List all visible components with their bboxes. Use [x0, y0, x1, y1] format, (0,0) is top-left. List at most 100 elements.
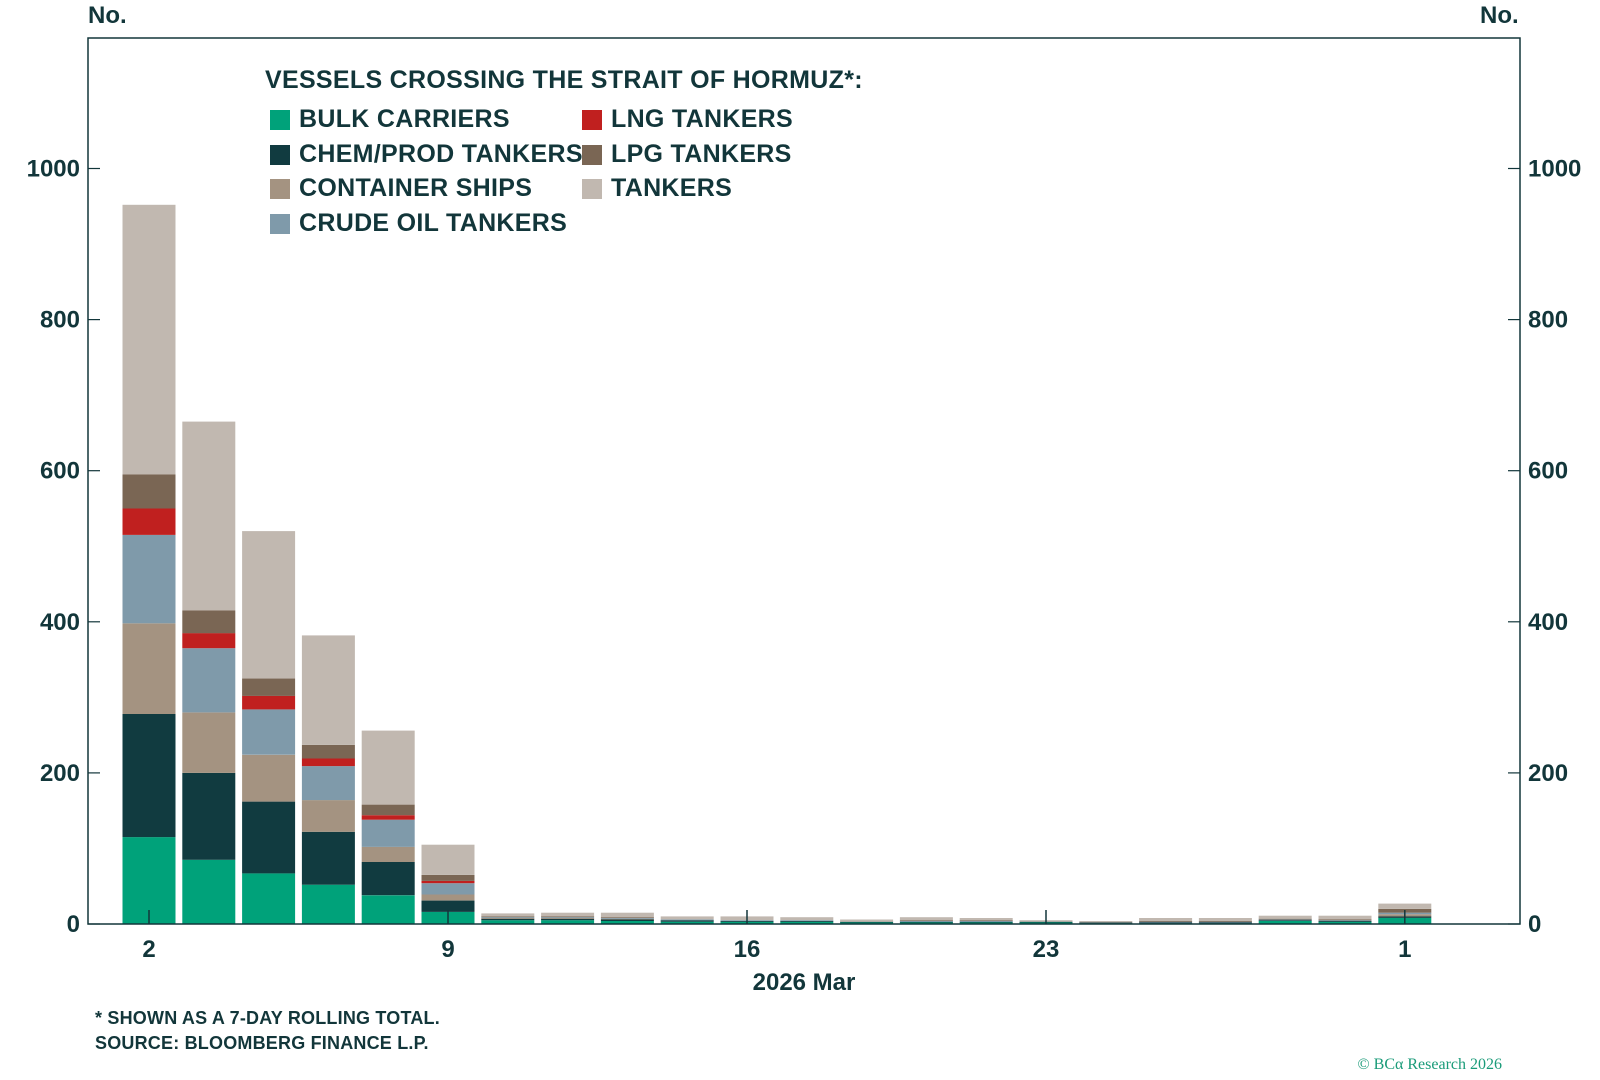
bar-chem-prod-tankers-7 — [481, 918, 535, 921]
bar-tankers-6 — [421, 844, 475, 875]
bar-chem-prod-tankers-17 — [1079, 922, 1133, 924]
bar-crude-oil-tankers-14 — [899, 921, 953, 922]
x-tick-label-23: 23 — [1033, 936, 1060, 963]
bar-chem-prod-tankers-4 — [301, 831, 355, 885]
bar-chem-prod-tankers-8 — [541, 918, 595, 921]
legend-label-bulk-carriers: BULK CARRIERS — [299, 105, 510, 133]
bar-bulk-carriers-5 — [361, 895, 415, 924]
bar-tankers-2 — [182, 421, 236, 611]
bar-lpg-tankers-7 — [481, 916, 535, 918]
bar-container-ships-9 — [600, 918, 654, 920]
x-tick-label-16: 16 — [734, 936, 761, 963]
bar-lng-tankers-2 — [182, 633, 236, 649]
y-tick-label-right-600: 600 — [1528, 458, 1568, 485]
legend-item-lng-tankers: LNG TANKERS — [582, 105, 793, 134]
x-tick-label-2: 2 — [142, 936, 155, 963]
bar-bulk-carriers-10 — [660, 921, 714, 924]
bar-container-ships-7 — [481, 918, 535, 919]
bar-bulk-carriers-21 — [1318, 921, 1372, 924]
bar-container-ships-4 — [301, 800, 355, 832]
bar-tankers-18 — [1139, 918, 1193, 921]
bar-lpg-tankers-15 — [959, 920, 1013, 921]
bar-tankers-13 — [840, 919, 894, 922]
bar-chem-prod-tankers-13 — [840, 921, 894, 923]
bar-tankers-1 — [122, 204, 176, 475]
legend-label-chem-prod-tankers: CHEM/PROD TANKERS — [299, 140, 583, 168]
bar-chem-prod-tankers-19 — [1198, 922, 1252, 924]
bar-tankers-15 — [959, 918, 1013, 921]
bars-layer — [122, 204, 1432, 924]
bar-lpg-tankers-14 — [899, 920, 953, 921]
bar-chem-prod-tankers-1 — [122, 714, 176, 838]
legend-label-tankers: TANKERS — [611, 174, 733, 202]
y-tick-label-right-200: 200 — [1528, 760, 1568, 787]
bar-lpg-tankers-21 — [1318, 919, 1372, 921]
bar-chem-prod-tankers-9 — [600, 919, 654, 921]
legend-label-crude-oil-tankers: CRUDE OIL TANKERS — [299, 209, 568, 237]
footnote-rolling-total: * SHOWN AS A 7-DAY ROLLING TOTAL. — [95, 1008, 440, 1028]
bar-crude-oil-tankers-19 — [1198, 921, 1252, 923]
y-axis-unit-right: No. — [1480, 2, 1519, 29]
bar-tankers-14 — [899, 917, 953, 921]
bar-bulk-carriers-20 — [1258, 921, 1312, 924]
legend-swatch-crude-oil-tankers — [270, 213, 290, 234]
bar-container-ships-8 — [541, 918, 595, 919]
y-tick-label-left-0: 0 — [67, 911, 80, 938]
bar-container-ships-1 — [122, 623, 176, 714]
bar-bulk-carriers-1 — [122, 837, 176, 924]
bar-lpg-tankers-18 — [1139, 921, 1193, 922]
y-tick-label-right-1000: 1000 — [1528, 156, 1581, 183]
bar-lpg-tankers-3 — [242, 678, 296, 696]
bar-tankers-17 — [1079, 921, 1133, 923]
bar-chem-prod-tankers-21 — [1318, 921, 1372, 922]
bar-bulk-carriers-8 — [541, 920, 595, 924]
plot-frame — [87, 37, 1521, 925]
bar-bulk-carriers-9 — [600, 921, 654, 924]
bar-crude-oil-tankers-21 — [1318, 920, 1372, 921]
bar-tankers-19 — [1198, 918, 1252, 921]
bar-lng-tankers-6 — [421, 880, 475, 884]
bar-lng-tankers-1 — [122, 508, 176, 535]
y-tick-label-right-800: 800 — [1528, 307, 1568, 334]
bar-lpg-tankers-1 — [122, 474, 176, 509]
y-tick-label-right-400: 400 — [1528, 609, 1568, 636]
legend-label-container-ships: CONTAINER SHIPS — [299, 174, 533, 202]
bar-tankers-10 — [660, 916, 714, 920]
bar-crude-oil-tankers-15 — [959, 921, 1013, 922]
bar-chem-prod-tankers-18 — [1139, 922, 1193, 924]
bar-chem-prod-tankers-3 — [242, 801, 296, 874]
bar-lng-tankers-3 — [242, 695, 296, 710]
bar-crude-oil-tankers-8 — [541, 917, 595, 918]
bar-tankers-5 — [361, 730, 415, 805]
axes-layer: 0 0 200 200 400 400 600 600 800 800 1000 1000 2 9 16 23… — [27, 156, 1582, 997]
copyright-notice: © BCα Research 2026 — [1357, 1056, 1502, 1073]
bar-bulk-carriers-4 — [301, 884, 355, 924]
legend-item-crude-oil-tankers: CRUDE OIL TANKERS — [270, 209, 567, 238]
legend-swatch-container-ships — [270, 178, 290, 199]
y-axis-unit-left: No. — [88, 2, 127, 29]
bar-crude-oil-tankers-12 — [780, 920, 834, 921]
bar-lpg-tankers-9 — [600, 917, 654, 918]
bar-tankers-12 — [780, 917, 834, 921]
bar-tankers-20 — [1258, 915, 1312, 919]
legend-label-lpg-tankers: LPG TANKERS — [611, 140, 792, 168]
bar-lpg-tankers-4 — [301, 744, 355, 759]
bar-chem-prod-tankers-15 — [959, 921, 1013, 923]
bar-chem-prod-tankers-2 — [182, 772, 236, 860]
bar-crude-oil-tankers-20 — [1258, 919, 1312, 921]
y-tick-label-left-400: 400 — [40, 609, 80, 636]
bar-lpg-tankers-20 — [1258, 918, 1312, 920]
x-tick-label-1: 1 — [1398, 936, 1411, 963]
legend-swatch-lng-tankers — [582, 109, 602, 130]
legend-item-lpg-tankers: LPG TANKERS — [582, 140, 792, 169]
bar-tankers-4 — [301, 635, 355, 745]
bar-tankers-8 — [541, 912, 595, 917]
bar-lpg-tankers-6 — [421, 874, 475, 881]
bar-chem-prod-tankers-20 — [1258, 920, 1312, 921]
bar-bulk-carriers-12 — [780, 921, 834, 924]
legend-title: VESSELS CROSSING THE STRAIT OF HORMUZ*: — [265, 66, 863, 94]
bar-tankers-9 — [600, 912, 654, 918]
bar-crude-oil-tankers-4 — [301, 766, 355, 801]
y-tick-label-left-800: 800 — [40, 307, 80, 334]
